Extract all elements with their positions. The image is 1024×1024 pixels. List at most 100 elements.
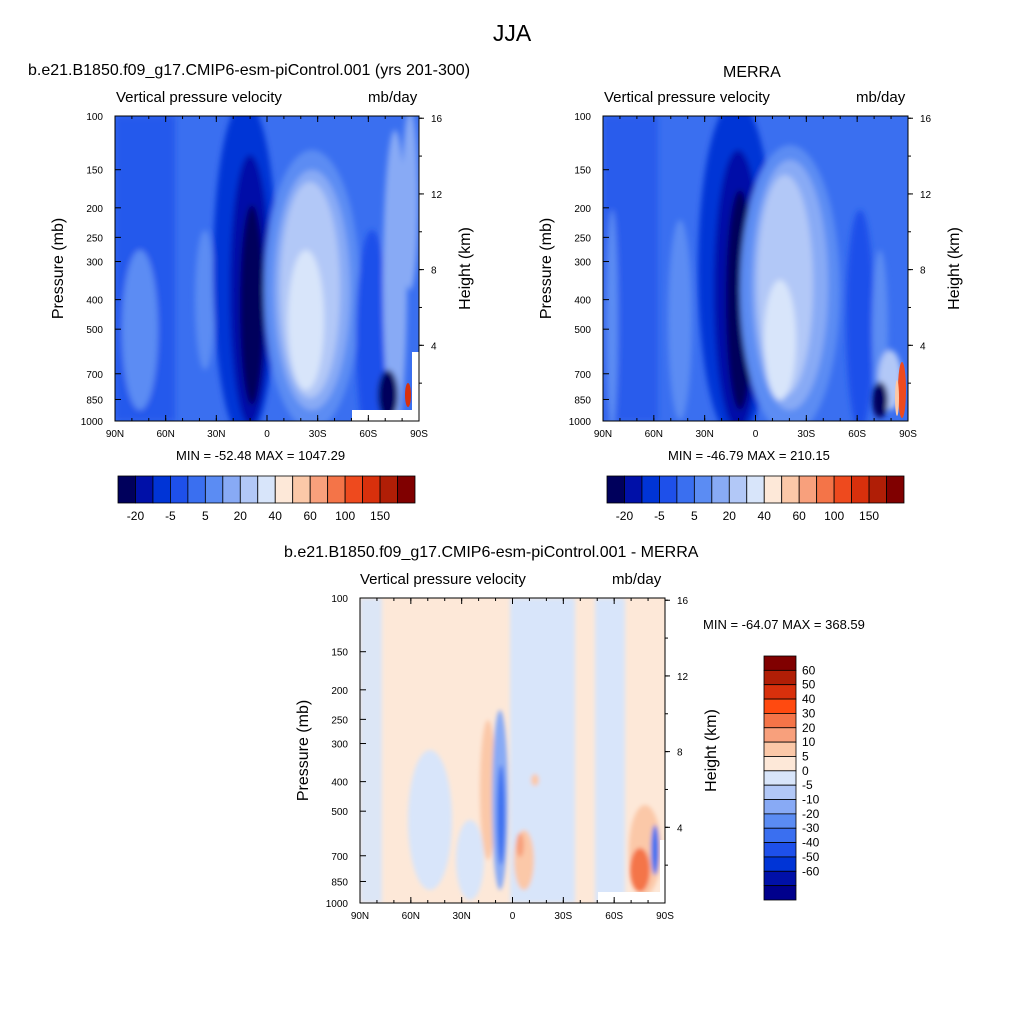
panel2-colorbar-label: 100 bbox=[824, 509, 844, 523]
panel3-colorbar-cell bbox=[763, 727, 797, 743]
panel3-y-tick-label: 300 bbox=[331, 740, 348, 751]
panel2-colorbar-label: 40 bbox=[758, 509, 772, 523]
panel2-x-tick-label: 60S bbox=[848, 429, 866, 440]
panel1-y-tick-label: 300 bbox=[86, 258, 103, 269]
panel3-field bbox=[360, 598, 665, 903]
panel2-y-tick-label: 250 bbox=[574, 233, 591, 244]
panel2-colorbar-label: 5 bbox=[691, 509, 698, 523]
panel3-colorbar-label: -20 bbox=[802, 807, 820, 821]
panel2-min-max: MIN = -46.79 MAX = 210.15 bbox=[668, 448, 830, 463]
panel1-x-tick-label: 60N bbox=[156, 429, 174, 440]
panel2-colorbar-label: -5 bbox=[654, 509, 665, 523]
panel1-colorbar-cell bbox=[292, 475, 311, 504]
panel1-y2-tick-label: 16 bbox=[431, 114, 443, 125]
panel2-variable-label: Vertical pressure velocity bbox=[604, 89, 770, 106]
panel2-x-tick-label: 90N bbox=[594, 429, 612, 440]
panel1-y2-tick-label: 12 bbox=[431, 190, 443, 201]
panel1-y-tick-label: 400 bbox=[86, 296, 103, 307]
panel3-colorbar-label: -40 bbox=[802, 836, 820, 850]
panel1-variable-label: Vertical pressure velocity bbox=[116, 89, 282, 106]
panel3-y-tick-label: 250 bbox=[331, 715, 348, 726]
panel3-colorbar-label: 10 bbox=[802, 735, 816, 749]
panel2-y2-tick-label: 4 bbox=[920, 341, 926, 352]
panel1-y-tick-label: 150 bbox=[86, 166, 103, 177]
panel1-colorbar-cell bbox=[204, 475, 224, 504]
panel1-title: b.e21.B1850.f09_g17.CMIP6-esm-piControl.… bbox=[28, 62, 471, 79]
panel1-colorbar-cell bbox=[327, 475, 346, 504]
panel3-colorbar-label: -50 bbox=[802, 850, 820, 864]
panel3-colorbar-label: -30 bbox=[802, 821, 820, 835]
panel3-y-tick-label: 500 bbox=[331, 807, 348, 818]
panel1-y-tick-label: 850 bbox=[86, 395, 103, 406]
panel2-y-axis-title: Pressure (mb) bbox=[538, 218, 555, 319]
panel3-x-tick-label: 60S bbox=[605, 911, 623, 922]
panel1-colorbar-label: 60 bbox=[303, 509, 317, 523]
panel1-colorbar-cell bbox=[397, 475, 416, 504]
panel2-units-label: mb/day bbox=[856, 89, 906, 106]
panel2-colorbar-cell bbox=[833, 475, 852, 504]
panel2-y2-tick-label: 12 bbox=[920, 190, 932, 201]
panel1-x-tick-label: 30S bbox=[309, 429, 327, 440]
panel2-y-tick-label: 300 bbox=[574, 258, 591, 269]
panel3-y2-axis-title: Height (km) bbox=[703, 709, 720, 792]
panel1-y-tick-label: 500 bbox=[86, 325, 103, 336]
panel3-y-tick-label: 200 bbox=[331, 686, 348, 697]
panel3-colorbar-cell bbox=[763, 842, 797, 858]
panel3-y-tick-label: 400 bbox=[331, 778, 348, 789]
panel1-colorbar-cell bbox=[362, 475, 381, 504]
panel1-colorbar-cell bbox=[309, 475, 329, 504]
panel1-x-tick-label: 90N bbox=[106, 429, 124, 440]
panel3-colorbar-cell bbox=[763, 784, 797, 800]
panel2-x-tick-label: 30N bbox=[695, 429, 713, 440]
panel2-colorbar-cell bbox=[606, 475, 625, 504]
panel3-colorbar-label: 50 bbox=[802, 678, 816, 692]
panel2-colorbar-cell bbox=[851, 475, 870, 504]
panel3-x-tick-label: 60N bbox=[402, 911, 420, 922]
panel3-y-tick-label: 700 bbox=[331, 852, 348, 863]
panel3-colorbar-cell bbox=[763, 684, 797, 700]
panel1-colorbar-cell bbox=[170, 475, 189, 504]
panel2-x-tick-label: 60N bbox=[645, 429, 663, 440]
panel3-colorbar-cell bbox=[763, 885, 797, 901]
panel2-y-tick-label: 100 bbox=[574, 112, 591, 123]
panel1-colorbar-cell bbox=[152, 475, 171, 504]
panel3-colorbar-label: -5 bbox=[802, 778, 813, 792]
panel3-colorbar-label: 0 bbox=[802, 764, 809, 778]
panel1-colorbar-label: 5 bbox=[202, 509, 209, 523]
panel2-y2-tick-label: 16 bbox=[920, 114, 932, 125]
panel1-colorbar-cell bbox=[344, 475, 363, 504]
panel1-x-tick-label: 30N bbox=[207, 429, 225, 440]
panel3-colorbar-cell bbox=[763, 770, 797, 786]
panel2-colorbar-cell bbox=[763, 475, 783, 504]
panel2-x-tick-label: 90S bbox=[899, 429, 917, 440]
panel3-y2-tick-label: 4 bbox=[677, 823, 683, 834]
panel3-colorbar-label: -10 bbox=[802, 793, 820, 807]
panel1-y2-tick-label: 8 bbox=[431, 266, 437, 277]
panel1-min-max: MIN = -52.48 MAX = 1047.29 bbox=[176, 448, 346, 463]
panel2-colorbar-cell bbox=[781, 475, 800, 504]
panel2-x-tick-label: 0 bbox=[753, 429, 759, 440]
panel2-colorbar-cell bbox=[641, 475, 660, 504]
panel3-y2-tick-label: 16 bbox=[677, 596, 689, 607]
panel1-x-tick-label: 0 bbox=[264, 429, 270, 440]
panel1-colorbar-label: 40 bbox=[269, 509, 283, 523]
panel3-colorbar-cell bbox=[763, 827, 797, 843]
panel3-colorbar-label: 5 bbox=[802, 749, 809, 763]
panel2-colorbar-cell bbox=[711, 475, 730, 504]
panel2-colorbar-label: 60 bbox=[792, 509, 806, 523]
panel2-colorbar-cell bbox=[693, 475, 713, 504]
panel2-title: MERRA bbox=[723, 64, 781, 81]
panel3-colorbar-label: 20 bbox=[802, 721, 816, 735]
panel3-colorbar-cell bbox=[763, 713, 797, 729]
panel1-colorbar-cell bbox=[117, 475, 136, 504]
panel1-field bbox=[115, 116, 419, 421]
panel1-y-tick-label: 1000 bbox=[81, 417, 104, 428]
panel1-colorbar-cell bbox=[187, 475, 206, 504]
panel2-y-tick-label: 850 bbox=[574, 395, 591, 406]
panel1-units-label: mb/day bbox=[368, 89, 418, 106]
panel3-variable-label: Vertical pressure velocity bbox=[360, 571, 526, 588]
panel2-colorbar-cell bbox=[816, 475, 835, 504]
panel3-colorbar-cell bbox=[763, 856, 797, 872]
panel3-colorbar-label: 60 bbox=[802, 663, 816, 677]
